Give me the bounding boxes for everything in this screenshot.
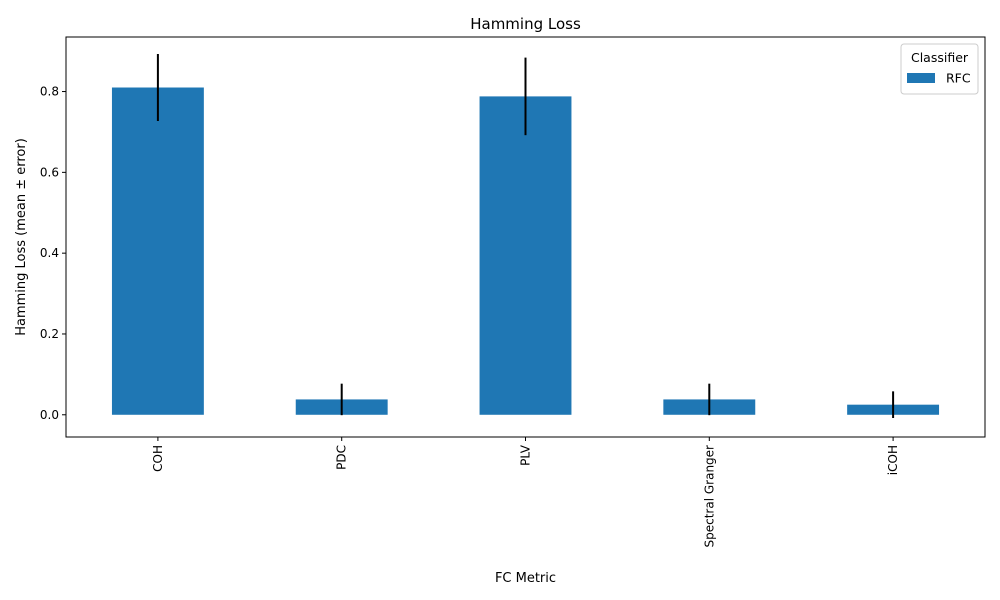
bar-plv bbox=[479, 96, 572, 415]
legend-label-rfc: RFC bbox=[946, 71, 971, 86]
bar-coh bbox=[111, 87, 204, 415]
legend-swatch-rfc bbox=[907, 73, 935, 83]
x-axis-label: FC Metric bbox=[495, 571, 556, 586]
x-tick-label-coh: COH bbox=[151, 445, 165, 472]
legend: Classifier RFC bbox=[900, 43, 979, 95]
y-axis: 0.0 0.2 0.4 0.6 0.8 bbox=[40, 85, 66, 422]
chart-title: Hamming Loss bbox=[470, 15, 581, 33]
y-axis-label: Hamming Loss (mean ± error) bbox=[14, 138, 29, 336]
legend-title: Classifier bbox=[911, 50, 969, 65]
x-tick-label-plv: PLV bbox=[519, 444, 533, 466]
plot-area bbox=[65, 36, 986, 438]
errorbars-layer bbox=[156, 53, 895, 419]
x-tick-label-pdc: PDC bbox=[335, 445, 349, 470]
y-tick-label: 0.6 bbox=[40, 165, 59, 179]
x-tick-label-spectral-granger: Spectral Granger bbox=[702, 445, 716, 548]
bars-layer bbox=[111, 87, 940, 415]
x-axis: COH PDC PLV Spectral Granger iCOH bbox=[151, 437, 900, 547]
y-tick-label: 0.0 bbox=[40, 408, 59, 422]
y-tick-label: 0.2 bbox=[40, 327, 59, 341]
y-tick-label: 0.4 bbox=[40, 246, 59, 260]
x-tick-label-icoh: iCOH bbox=[886, 445, 900, 475]
y-tick-label: 0.8 bbox=[40, 85, 59, 99]
